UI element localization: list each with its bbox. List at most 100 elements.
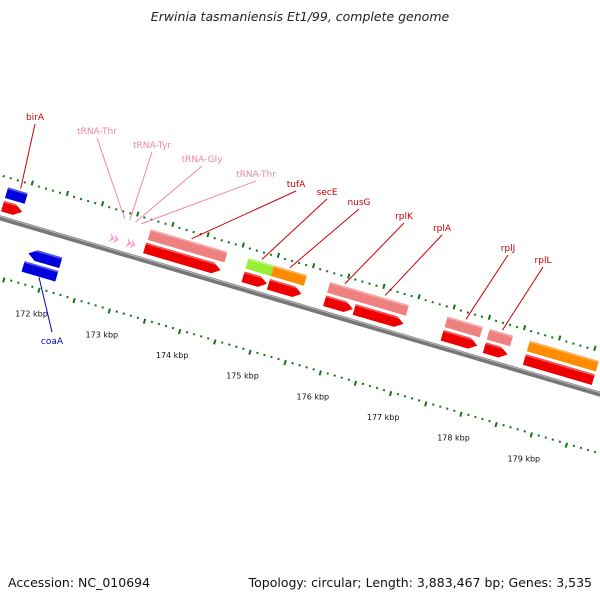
- feature-plus_cds-17: [482, 342, 510, 358]
- scale-tick: [221, 341, 224, 344]
- scale-tick: [93, 201, 97, 205]
- feature-plus_gene-18: [526, 340, 599, 372]
- scale-tick: [325, 270, 329, 273]
- scale-tick: [122, 210, 125, 213]
- scale-tick: [192, 333, 196, 336]
- scale-tick: [354, 278, 357, 281]
- scale-tick: [31, 285, 34, 289]
- label-rpll: rplL: [535, 256, 552, 266]
- scale-tick: [368, 384, 372, 388]
- scale-tick: [94, 304, 97, 307]
- scale-tick: [199, 335, 203, 338]
- scale-tick: [467, 413, 470, 417]
- feature-shape: [270, 265, 307, 286]
- trna-0: [108, 232, 115, 243]
- leader-12: [38, 277, 53, 333]
- scale-tick: [473, 313, 477, 316]
- scale-tick: [544, 436, 548, 439]
- feature-plus_cds-12: [323, 295, 355, 313]
- scale-tick: [565, 340, 568, 343]
- scale-tick: [417, 399, 421, 402]
- scale-tick: [129, 212, 132, 215]
- feature-shine: [357, 290, 409, 307]
- feature-shape: [444, 316, 483, 338]
- scale-tick: [65, 190, 70, 197]
- label-trna-gly: tRNA-Gly: [182, 155, 224, 165]
- scale-tick: [17, 281, 20, 284]
- scale-tick: [262, 251, 266, 254]
- tick-label-178: 178 kbp: [437, 434, 470, 443]
- feature-plus_cds-1: [1, 200, 24, 215]
- scale-tick: [326, 372, 329, 375]
- scale-tick: [333, 374, 337, 377]
- feature-plus_gene-14: [444, 316, 483, 338]
- feature-plus_cds-13: [352, 304, 405, 327]
- scale-tick: [353, 380, 358, 386]
- scale-tick: [51, 189, 55, 192]
- leader-2: [129, 151, 153, 221]
- scale-tick: [241, 242, 245, 248]
- scale-tick: [9, 177, 12, 180]
- scale-tick: [213, 339, 217, 345]
- scale-tick: [58, 191, 62, 195]
- scale-tick: [66, 295, 69, 299]
- feature-shape: [352, 304, 404, 327]
- feature-shine: [485, 342, 510, 351]
- scale-tick: [487, 314, 492, 321]
- scale-tick: [311, 263, 316, 269]
- feature-shine: [329, 282, 359, 292]
- scale-tick: [16, 179, 20, 182]
- label-nusg: nusG: [347, 198, 370, 208]
- scale-tick: [403, 292, 406, 296]
- scale-tick: [445, 305, 449, 308]
- scale-tick: [242, 347, 245, 351]
- feature-shine: [244, 271, 269, 281]
- feature-shine: [443, 330, 479, 342]
- scale-tick: [417, 294, 421, 300]
- leader-8: [344, 222, 405, 285]
- trna-3: [129, 238, 136, 249]
- scale-tick: [234, 243, 238, 246]
- feature-shine: [447, 316, 483, 329]
- scale-tick: [37, 185, 41, 188]
- feature-shine: [529, 340, 599, 363]
- scale-tick: [368, 282, 371, 285]
- scale-tick: [439, 405, 442, 408]
- tick-label-174: 174 kbp: [156, 351, 189, 360]
- scale-tick: [340, 376, 344, 379]
- scale-tick: [171, 326, 175, 330]
- scale-tick-labels: 172 kbp 173 kbp 174 kbp 175 kbp 176 kbp 177 k…: [15, 310, 540, 464]
- feature-shine: [269, 279, 303, 291]
- scale-tick: [523, 430, 526, 433]
- leader-10: [465, 254, 509, 320]
- feature-shine: [325, 295, 355, 306]
- scale-tick: [459, 309, 463, 312]
- feature-tracks: [1, 187, 599, 385]
- scale-tick: [80, 300, 83, 303]
- feature-shape: [4, 187, 28, 204]
- feature-plus_cds-9: [266, 278, 303, 297]
- tick-label-177: 177 kbp: [367, 413, 400, 422]
- feature-plus_gene-11: [355, 290, 409, 316]
- accession-text: Accession: NC_010694: [8, 575, 151, 590]
- scale-tick: [480, 315, 484, 318]
- scale-tick: [248, 349, 252, 355]
- feature-shape: [526, 340, 599, 372]
- scale-tick: [586, 346, 589, 349]
- scale-tick: [403, 395, 407, 398]
- scale-tick: [305, 366, 308, 369]
- scale-ticks-bottom: [2, 277, 600, 458]
- scale-tick: [255, 249, 259, 252]
- scale-tick: [396, 392, 400, 396]
- label-trna-thr: tRNA-Thr: [77, 127, 117, 137]
- scale-tick: [298, 364, 301, 367]
- scale-tick: [164, 324, 168, 328]
- scale-tick: [283, 359, 287, 366]
- scale-tick: [30, 180, 34, 186]
- scale-tick: [269, 253, 273, 256]
- scale-tick: [248, 247, 252, 250]
- scale-tick: [438, 303, 441, 306]
- scale-tick: [256, 351, 259, 355]
- genome-backbone: [0, 215, 600, 397]
